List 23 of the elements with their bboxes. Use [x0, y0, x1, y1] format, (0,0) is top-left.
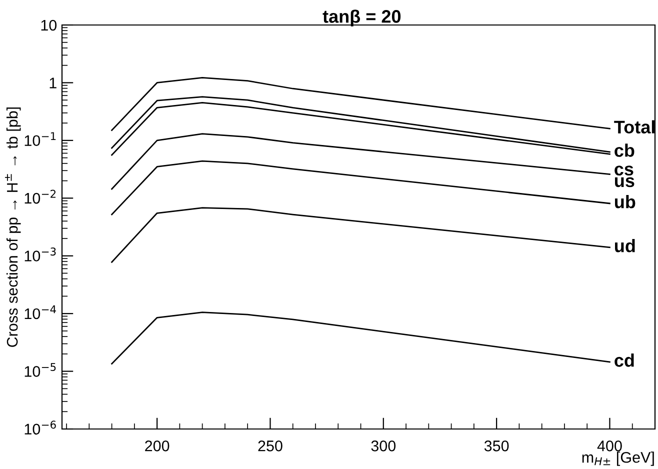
series-label: cb	[614, 144, 634, 157]
y-tick-label: 1	[50, 78, 56, 88]
series-label: us	[615, 177, 634, 188]
y-tick-label: 10$^{−5}$	[24, 363, 56, 377]
y-axis-title: Cross section of pp → H$^{±}$ → tb [pb]	[5, 107, 21, 347]
x-tick-label: 300	[371, 440, 396, 452]
series-label: cs	[614, 166, 634, 176]
series-label: cd	[614, 354, 634, 367]
chart-title: tanβ = 20	[322, 10, 401, 26]
x-tick-label: 350	[484, 440, 509, 452]
x-tick-label: 250	[258, 440, 282, 452]
y-tick-label: 10$^{−4}$	[24, 305, 56, 320]
x-tick-label: 400	[597, 440, 622, 452]
series-label: Total	[614, 120, 654, 134]
series-label: ud	[615, 239, 635, 252]
x-axis-title: m$_{H±}$ [GeV]	[582, 452, 654, 466]
x-tick-label: 200	[145, 440, 170, 452]
y-tick-label: 10$^{−3}$	[24, 247, 56, 262]
y-tick-label: 10	[41, 20, 57, 31]
y-tick-label: 10$^{−1}$	[24, 132, 56, 146]
series-label: ub	[615, 195, 636, 208]
y-tick-label: 10$^{−6}$	[24, 420, 56, 435]
y-tick-label: 10$^{−2}$	[24, 190, 56, 204]
